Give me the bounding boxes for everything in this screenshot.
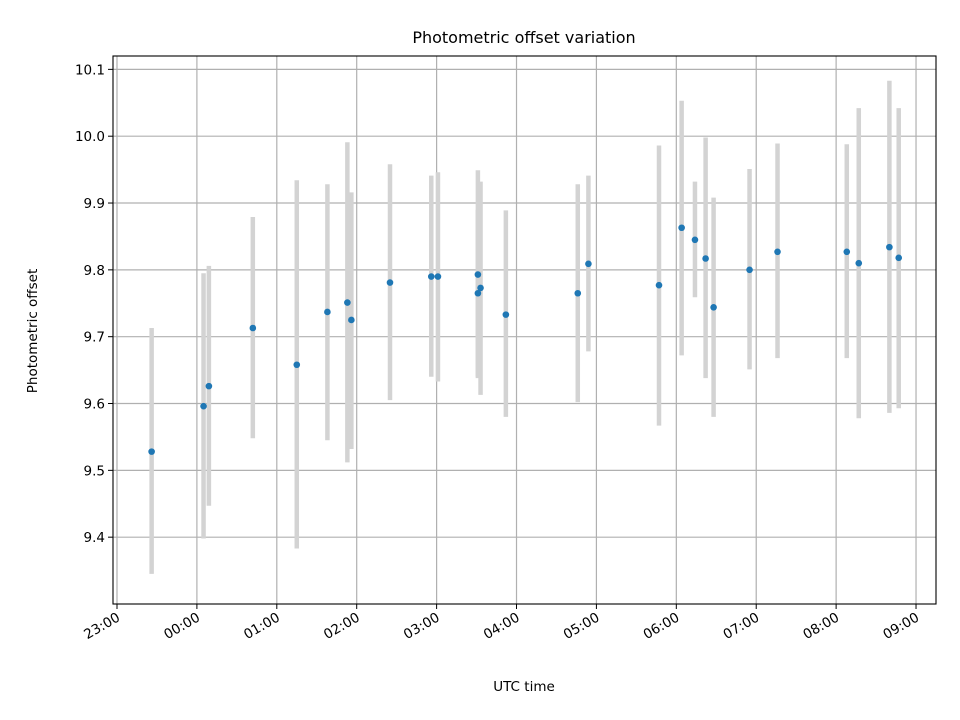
x-tick-label: 02:00	[321, 610, 363, 643]
data-point	[691, 236, 699, 244]
data-point	[249, 324, 257, 332]
data-point	[746, 266, 753, 274]
x-tick-label: 08:00	[800, 610, 842, 643]
data-point	[843, 248, 851, 256]
data-point	[574, 289, 582, 297]
data-point	[200, 402, 207, 410]
grid-layer	[113, 56, 936, 604]
data-point	[434, 273, 442, 280]
data-point	[324, 308, 331, 316]
x-tick-label: 23:00	[81, 610, 123, 643]
point-layer	[148, 224, 903, 455]
data-point	[585, 260, 592, 268]
x-tick-label: 00:00	[161, 610, 203, 643]
data-point	[205, 382, 213, 390]
data-point	[474, 289, 482, 297]
x-tick-label: 06:00	[641, 610, 683, 643]
chart-title: Photometric offset variation	[412, 28, 635, 47]
data-point	[678, 224, 685, 232]
x-tick-label: 07:00	[721, 610, 763, 643]
x-tick-label: 01:00	[241, 610, 283, 643]
data-point	[293, 361, 301, 369]
y-tick-label: 10.0	[75, 129, 105, 145]
x-axis-label: UTC time	[493, 679, 555, 695]
data-point	[702, 255, 709, 262]
y-tick-label: 9.5	[84, 463, 105, 479]
data-point	[386, 279, 394, 286]
data-point	[477, 284, 484, 292]
x-tick-label: 03:00	[401, 610, 443, 643]
x-tick-label: 09:00	[880, 610, 922, 643]
x-tick-label: 04:00	[481, 610, 523, 643]
y-tick-label: 9.7	[84, 330, 105, 346]
y-tick-label: 10.1	[75, 62, 105, 78]
data-point	[886, 243, 893, 251]
data-point	[344, 299, 351, 306]
data-point	[348, 316, 355, 324]
y-tick-label: 9.9	[84, 196, 105, 212]
data-point	[774, 248, 781, 256]
data-point	[427, 273, 435, 280]
data-point	[895, 254, 903, 262]
y-tick-label: 9.4	[84, 530, 105, 546]
plot-frame	[112, 55, 937, 605]
y-axis-label: Photometric offset	[25, 269, 41, 393]
data-point	[855, 259, 863, 267]
data-point	[710, 303, 717, 311]
errorbar-layer	[149, 80, 901, 574]
y-tick-label: 9.6	[84, 397, 105, 413]
data-point	[502, 311, 510, 318]
x-tick-label: 05:00	[561, 610, 603, 643]
data-point	[148, 448, 155, 455]
data-point	[474, 271, 482, 278]
y-tick-label: 9.8	[84, 263, 105, 279]
data-point	[655, 281, 663, 289]
